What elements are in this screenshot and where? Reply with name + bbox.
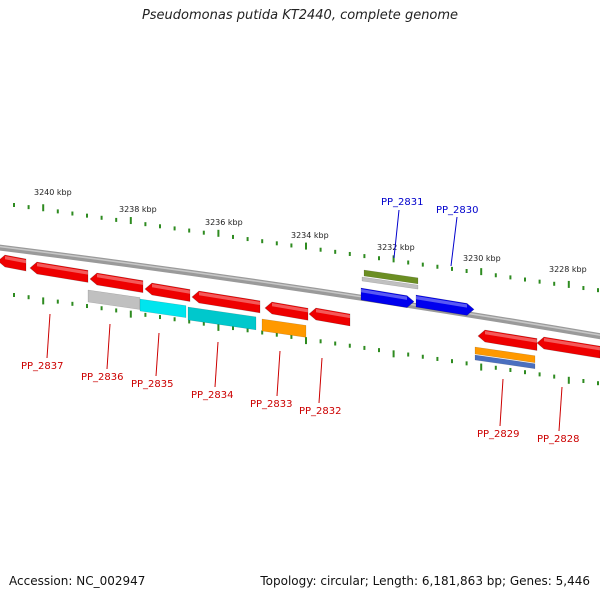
gene-arrow-PP_2836 <box>87 289 141 310</box>
gene-highlight <box>485 331 537 343</box>
gene-arrow-PP_2832 <box>308 307 351 327</box>
gene-label-PP_2831[interactable]: PP_2831 <box>381 197 424 208</box>
kbp-label: 3238 kbp <box>119 205 157 214</box>
gene-highlight <box>152 284 190 294</box>
gene-highlight <box>544 338 600 351</box>
accession-label: Accession: NC_002947 <box>9 574 146 588</box>
gene-arrow-unlabeled <box>0 254 27 272</box>
gene-leader-line <box>450 216 458 267</box>
gene-arrow-PP_2829 <box>474 346 536 363</box>
gene-arrow-unlabeled <box>89 272 144 294</box>
gene-label-PP_2829[interactable]: PP_2829 <box>477 429 520 440</box>
kbp-label: 3236 kbp <box>205 218 243 227</box>
kbp-label: 3230 kbp <box>463 254 501 263</box>
kbp-label: 3228 kbp <box>549 265 587 274</box>
gene-arrow-PP_2828 <box>536 336 600 359</box>
gene-arrow-unlabeled <box>264 301 309 321</box>
kbp-label: 3234 kbp <box>291 231 329 240</box>
gene-label-PP_2834[interactable]: PP_2834 <box>191 390 234 401</box>
gene-highlight <box>316 309 350 319</box>
gene-highlight <box>199 292 260 306</box>
gene-label-PP_2837[interactable]: PP_2837 <box>21 361 64 372</box>
genome-backbone <box>0 244 600 340</box>
gene-highlight <box>97 274 143 285</box>
gene-label-PP_2832[interactable]: PP_2832 <box>299 406 342 417</box>
gene-arrow-PP_2834 <box>187 306 257 331</box>
gene-arrow-unlabeled <box>144 282 191 302</box>
gene-annotation-blue <box>474 354 536 369</box>
gene-leader-line <box>318 357 323 404</box>
gene-leader-line <box>46 313 51 359</box>
gene-highlight <box>5 256 26 264</box>
gene-highlight <box>37 263 88 275</box>
gene-arrow-PP_2837 <box>29 261 89 283</box>
gene-arrow-PP_2833 <box>261 318 307 338</box>
gene-leader-line <box>155 332 160 377</box>
gene-label-PP_2830[interactable]: PP_2830 <box>436 205 479 216</box>
gene-annotation-gray <box>361 276 419 290</box>
kbp-label: 3232 kbp <box>377 243 415 252</box>
gene-label-PP_2835[interactable]: PP_2835 <box>131 379 174 390</box>
genome-backbone-highlight <box>0 245 600 336</box>
genome-stats-label: Topology: circular; Length: 6,181,863 bp… <box>260 574 590 588</box>
gene-leader-line <box>214 341 219 388</box>
gene-arrow-PP_2830 <box>415 294 475 316</box>
gene-leader-line <box>106 323 111 370</box>
gene-leader-line <box>558 386 563 432</box>
gene-arrow-unlabeled <box>477 329 538 351</box>
gene-label-PP_2833[interactable]: PP_2833 <box>250 399 293 410</box>
gene-leader-line <box>499 378 504 427</box>
gene-arrow-PP_2831 <box>360 287 415 309</box>
kbp-label: 3240 kbp <box>34 188 72 197</box>
gene-highlight <box>272 303 308 313</box>
gene-arrow-PP_2835 <box>139 298 187 318</box>
gene-leader-line <box>276 350 281 397</box>
gene-highlight <box>416 296 467 308</box>
gene-arrow-unlabeled <box>191 290 261 314</box>
map-title: Pseudomonas putida KT2440, complete geno… <box>141 8 459 23</box>
gene-label-PP_2828[interactable]: PP_2828 <box>537 434 580 445</box>
gene-highlight <box>361 289 407 300</box>
gene-label-PP_2836[interactable]: PP_2836 <box>81 372 124 383</box>
gene-leader-line <box>393 209 400 259</box>
gene-annotation-olive <box>363 269 419 285</box>
